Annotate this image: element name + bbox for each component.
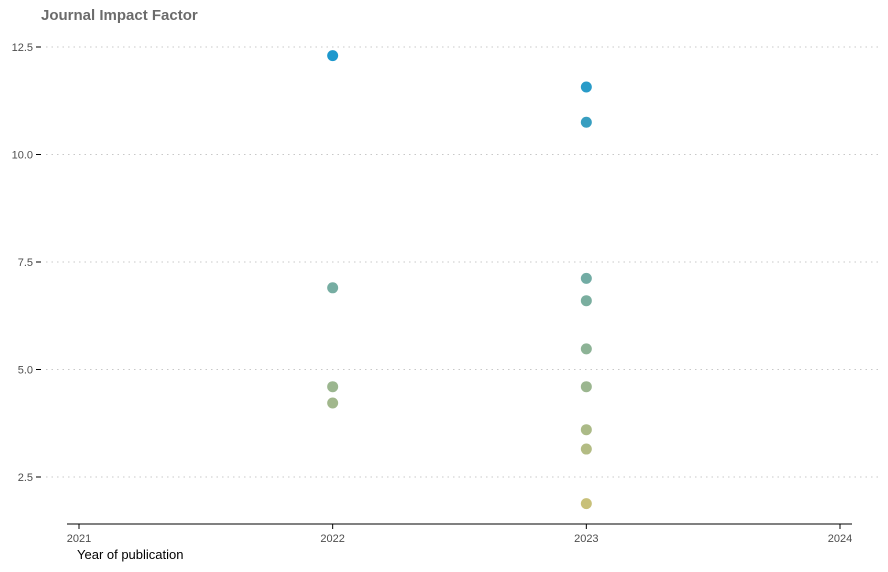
data-point (580, 81, 592, 93)
data-point (580, 498, 592, 510)
data-point (580, 443, 592, 455)
y-axis-ticks: 2.5 5.0 7.5 10.0 12.5 (12, 42, 41, 484)
data-points (327, 50, 592, 510)
gridlines (46, 46, 880, 478)
x-tick-label: 2024 (828, 533, 852, 545)
data-point (580, 116, 592, 128)
chart-title: Journal Impact Factor (41, 7, 198, 24)
data-point (327, 381, 339, 393)
data-point (327, 50, 339, 62)
data-point (580, 343, 592, 355)
x-axis-label: Year of publication (77, 547, 184, 562)
y-tick-label: 5.0 (18, 365, 33, 377)
y-tick-label: 2.5 (18, 472, 33, 484)
x-tick-label: 2021 (67, 533, 91, 545)
x-tick-label: 2022 (320, 533, 344, 545)
y-tick-label: 12.5 (12, 42, 33, 54)
y-tick-label: 10.0 (12, 150, 33, 162)
y-tick-label: 7.5 (18, 257, 33, 269)
x-tick-label: 2023 (574, 533, 598, 545)
data-point (327, 397, 339, 409)
data-point (580, 295, 592, 307)
data-point (580, 272, 592, 284)
data-point (580, 381, 592, 393)
x-axis-ticks: 2021 2022 2023 2024 (67, 524, 852, 545)
data-point (327, 282, 339, 294)
data-point (580, 424, 592, 436)
